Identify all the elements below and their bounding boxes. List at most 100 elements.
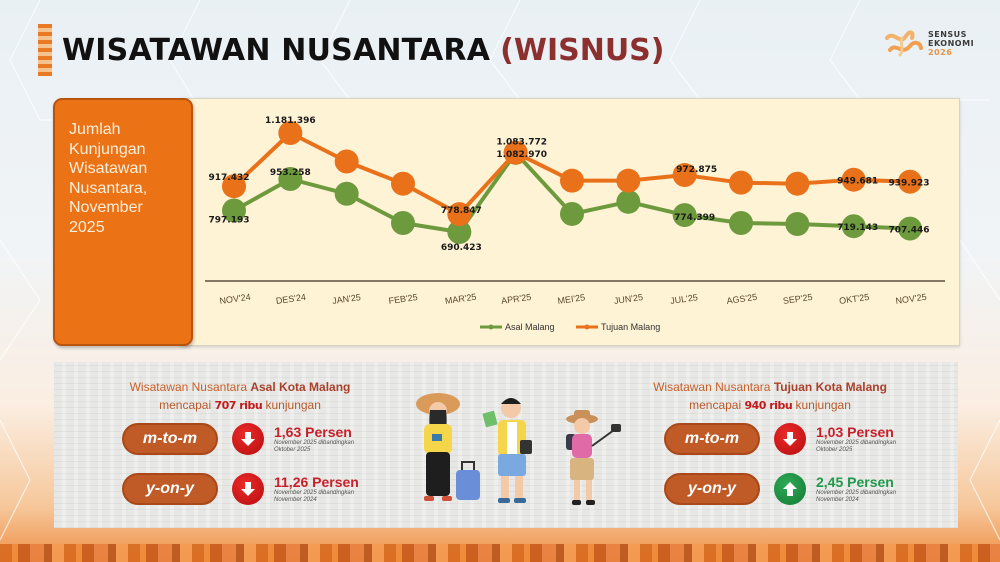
data-label: 719.143 bbox=[837, 223, 878, 233]
data-point bbox=[785, 171, 810, 196]
arrow-down-icon bbox=[232, 423, 264, 455]
legend-marker bbox=[584, 324, 590, 330]
data-point bbox=[222, 174, 246, 199]
asal-yony-note: November 2025 dibandingkan November 2024 bbox=[274, 490, 355, 503]
headline-sub: mencapai bbox=[689, 398, 745, 412]
chart-title-card: Jumlah Kunjungan Wisatawan Nusantara, No… bbox=[53, 98, 193, 346]
data-label: 917.432 bbox=[209, 173, 250, 183]
arrow-up-icon bbox=[774, 473, 806, 505]
data-point bbox=[672, 203, 697, 228]
x-tick-label: SEP'25 bbox=[782, 292, 813, 306]
data-point bbox=[391, 211, 415, 236]
headline-sub: kunjungan bbox=[792, 398, 851, 412]
data-point bbox=[841, 167, 866, 192]
chart-title-line: Wisatawan bbox=[69, 160, 148, 177]
headline-sub: mencapai bbox=[159, 398, 215, 412]
data-point bbox=[222, 198, 246, 223]
data-label: 953.258 bbox=[270, 168, 311, 178]
x-tick-label: OKT'25 bbox=[839, 292, 870, 306]
data-label: 972.875 bbox=[676, 165, 717, 175]
data-point bbox=[560, 201, 584, 226]
data-point bbox=[560, 168, 584, 193]
tujuan-mtom-row: m-to-m 1,03 Persen November 2025 dibandi… bbox=[664, 423, 902, 455]
tujuan-total: 940 ribu bbox=[744, 399, 793, 412]
chart-title-line: November bbox=[69, 199, 143, 216]
arrow-down-icon bbox=[774, 423, 806, 455]
logo-line-2: EKONOMI bbox=[928, 38, 975, 48]
data-point bbox=[672, 163, 697, 188]
tujuan-summary: Wisatawan Nusantara Tujuan Kota Malang m… bbox=[640, 378, 902, 505]
x-tick-label: DES'24 bbox=[275, 292, 306, 306]
data-point bbox=[447, 220, 472, 244]
chart-title-line: Nusantara, bbox=[69, 179, 148, 197]
tujuan-yony-pct: 2,45 Persen bbox=[816, 474, 894, 490]
x-tick-label: NOV'25 bbox=[895, 292, 927, 306]
mtom-badge: m-to-m bbox=[664, 423, 760, 455]
data-label: 949.681 bbox=[837, 177, 878, 187]
travelers-illustration bbox=[416, 393, 621, 505]
headline-bold: Tujuan Kota Malang bbox=[773, 380, 887, 394]
data-label: 939.923 bbox=[889, 179, 930, 189]
yony-badge: y-on-y bbox=[664, 473, 760, 505]
asal-mtom-note: November 2025 dibandingkan Oktober 2025 bbox=[274, 440, 355, 453]
decorative-pattern-bar bbox=[38, 24, 52, 76]
asal-yony-row: y-on-y 11,26 Persen November 2025 diband… bbox=[122, 473, 370, 505]
tujuan-headline: Wisatawan Nusantara Tujuan Kota Malang m… bbox=[640, 378, 900, 415]
data-point bbox=[391, 171, 415, 196]
data-label: 1.082.970 bbox=[496, 150, 547, 160]
x-tick-label: JAN'25 bbox=[332, 292, 362, 306]
asal-yony-pct: 11,26 Persen bbox=[274, 474, 359, 490]
data-point bbox=[729, 170, 753, 195]
legend-marker bbox=[488, 324, 494, 330]
chart-title-line: Kunjungan bbox=[69, 140, 146, 158]
data-point bbox=[334, 181, 359, 206]
sensus-ekonomi-logo: SENSUS EKONOMI 2026 bbox=[884, 28, 974, 58]
data-point bbox=[898, 169, 922, 194]
x-tick-label: AGS'25 bbox=[726, 292, 758, 306]
arrow-down-icon bbox=[232, 473, 264, 505]
asal-total: 707 ribu bbox=[214, 399, 263, 412]
x-tick-label: JUL'25 bbox=[670, 292, 699, 306]
x-tick-label: FEB'25 bbox=[388, 292, 418, 306]
asal-summary: Wisatawan Nusantara Asal Kota Malang men… bbox=[110, 378, 370, 505]
x-tick-label: NOV'24 bbox=[219, 292, 251, 306]
asal-mtom-pct: 1,63 Persen bbox=[274, 424, 352, 440]
page-title-accent: (WISNUS) bbox=[500, 32, 665, 68]
tujuan-mtom-pct: 1,03 Persen bbox=[816, 424, 894, 440]
data-point bbox=[278, 121, 303, 145]
yony-badge: y-on-y bbox=[122, 473, 218, 505]
data-point bbox=[616, 168, 641, 193]
mtom-badge: m-to-m bbox=[122, 423, 218, 455]
legend-label: Asal Malang bbox=[505, 322, 555, 332]
asal-mtom-row: m-to-m 1,63 Persen November 2025 dibandi… bbox=[122, 423, 370, 455]
data-point bbox=[447, 202, 472, 227]
tujuan-mtom-note: November 2025 dibandingkan Oktober 2025 bbox=[816, 440, 897, 453]
data-point bbox=[503, 140, 528, 165]
data-point bbox=[616, 189, 641, 214]
chart-title-line: 2025 bbox=[69, 218, 105, 236]
data-point bbox=[729, 211, 753, 236]
asal-headline: Wisatawan Nusantara Asal Kota Malang men… bbox=[110, 378, 370, 415]
sensus-logo-icon bbox=[885, 30, 923, 57]
headline-text: Wisatawan Nusantara bbox=[129, 380, 251, 394]
data-point bbox=[334, 149, 359, 174]
x-tick-label: MAR'25 bbox=[444, 292, 477, 306]
data-label: 707.446 bbox=[889, 226, 930, 236]
traveler-woman-suitcase-icon bbox=[416, 393, 480, 501]
x-tick-label: JUN'25 bbox=[613, 292, 643, 306]
chart-title-line: Jumlah bbox=[69, 121, 121, 138]
logo-line-3: 2026 bbox=[928, 47, 953, 57]
data-label: 1.181.396 bbox=[265, 116, 316, 126]
x-tick-label: APR'25 bbox=[501, 292, 532, 306]
data-label: 778.847 bbox=[441, 206, 482, 216]
data-label: 774.399 bbox=[674, 213, 715, 223]
logo-line-1: SENSUS bbox=[928, 29, 967, 39]
data-point bbox=[898, 216, 922, 241]
city-skyline-strip bbox=[0, 544, 1000, 562]
page-header: WISATAWAN NUSANTARA (WISNUS) bbox=[38, 22, 665, 78]
headline-bold: Asal Kota Malang bbox=[250, 380, 351, 394]
tujuan-yony-row: y-on-y 2,45 Persen November 2025 dibandi… bbox=[664, 473, 902, 505]
data-point bbox=[841, 214, 866, 239]
data-label: 690.423 bbox=[441, 243, 482, 253]
x-tick-label: MEI'25 bbox=[557, 292, 586, 306]
